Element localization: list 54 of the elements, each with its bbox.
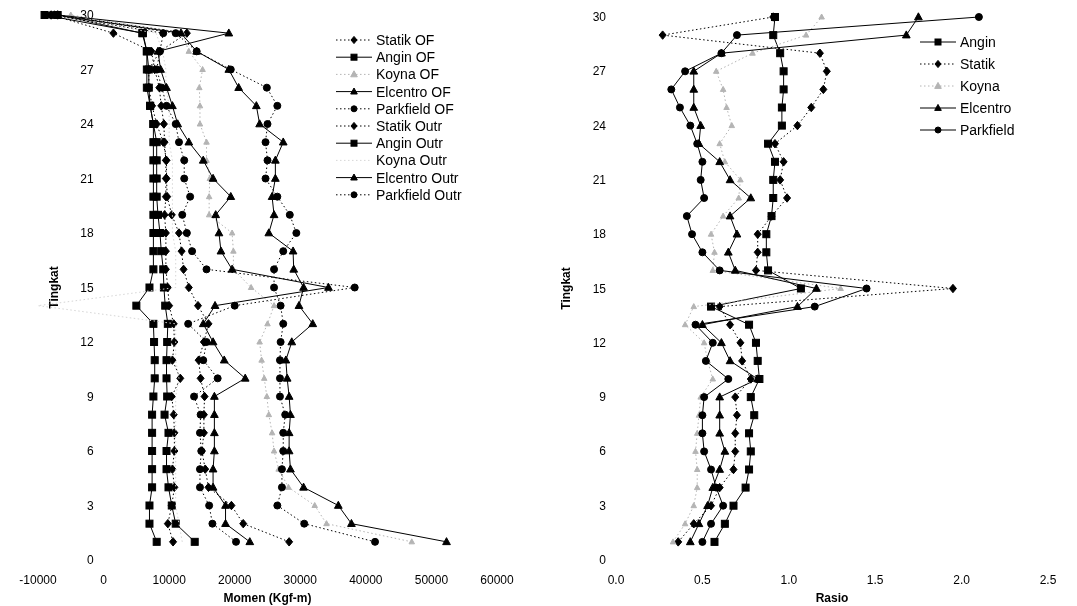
y-tick-label: 9 (86, 389, 94, 404)
y-tick-label: 21 (592, 172, 607, 187)
legend-label: Parkfield OF (376, 100, 454, 117)
legend-label: Statik (960, 56, 997, 72)
legend-label: Koyna OF (376, 66, 440, 83)
x-tick-label: 0 (100, 573, 108, 587)
y-axis-title: Tingkat (47, 266, 61, 309)
y-tick-label: 6 (86, 444, 94, 458)
y-tick-label: 27 (592, 64, 607, 79)
legend-label: Koyna Outr (376, 152, 448, 169)
x-tick-label: 60000 (480, 573, 515, 587)
x-tick-label: 2.0 (953, 573, 971, 587)
y-tick-label: 24 (80, 117, 94, 131)
y-tick-label: 6 (599, 444, 607, 459)
legend-label: Statik Outr (376, 118, 443, 134)
y-tick-label: 0 (86, 553, 94, 567)
y-tick-label: 21 (80, 171, 94, 186)
x-tick-label: 20000 (218, 573, 252, 587)
x-tick-label: -10000 (19, 573, 57, 587)
legend-label: Koyna (960, 78, 1000, 94)
y-axis-title: Tingkat (559, 267, 573, 310)
legend-label: Statik OF (376, 32, 435, 48)
y-tick-label: 24 (592, 118, 607, 133)
y-tick-label: 9 (599, 390, 607, 405)
x-tick-label: 30000 (283, 573, 318, 587)
y-tick-label: 12 (80, 335, 94, 349)
y-tick-label: 15 (80, 280, 94, 295)
legend-label: Parkfield Outr (376, 186, 462, 203)
legend-label: Elcentro (960, 100, 1012, 116)
y-tick-label: 0 (599, 553, 607, 567)
y-tick-label: 3 (599, 498, 607, 513)
legend-label: Angin OF (376, 49, 436, 66)
x-axis-title: Rasio (815, 591, 849, 605)
x-tick-label: 1.0 (780, 573, 798, 587)
legend-label: Angin Outr (376, 135, 444, 152)
x-tick-label: 0.5 (694, 573, 712, 587)
x-tick-label: 40000 (349, 573, 383, 587)
legend-label: Parkfield (960, 122, 1015, 138)
x-tick-label: 0.0 (607, 573, 625, 587)
y-tick-label: 12 (592, 335, 607, 350)
legend-label: Elcentro Outr (376, 169, 459, 186)
y-tick-label: 18 (592, 227, 607, 242)
legend-label: Angin (960, 34, 996, 50)
legend-label: Elcentro OF (376, 83, 451, 100)
y-tick-label: 27 (80, 62, 94, 77)
y-tick-label: 3 (86, 498, 94, 513)
y-tick-label: 18 (80, 226, 94, 240)
y-tick-label: 15 (592, 281, 607, 296)
x-tick-label: 10000 (152, 573, 187, 587)
x-tick-label: 2.5 (1039, 573, 1057, 587)
x-tick-label: 1.5 (866, 573, 884, 587)
x-tick-label: 50000 (414, 573, 449, 587)
y-tick-label: 30 (592, 10, 607, 24)
x-axis-title: Momen (Kgf-m) (223, 591, 312, 605)
